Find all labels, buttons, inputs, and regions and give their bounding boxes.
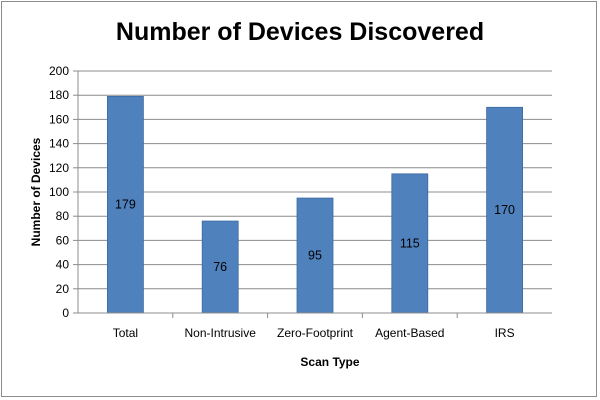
data-label: 115 <box>400 236 420 250</box>
x-axis-title: Scan Type <box>300 355 359 369</box>
chart-title: Number of Devices Discovered <box>116 18 484 46</box>
x-axis-ticks: Total Non-Intrusive Zero-Footprint Agent-Ba… <box>113 313 515 340</box>
y-axis-ticks: 0 20 40 60 80 100 120 140 160 180 200 <box>49 64 78 320</box>
bar-non-intrusive <box>201 220 239 314</box>
y-tick-label: 140 <box>49 137 69 151</box>
data-label: 179 <box>115 198 136 212</box>
data-label: 76 <box>213 260 227 274</box>
x-tick-label: Non-Intrusive <box>185 326 257 340</box>
y-axis-title: Number of Devices <box>29 137 43 246</box>
data-label: 170 <box>494 203 515 217</box>
y-tick-label: 120 <box>49 161 69 175</box>
bars: 179 76 95 115 170 <box>107 96 524 314</box>
bar-total <box>107 96 144 314</box>
y-tick-label: 100 <box>49 185 69 199</box>
y-tick-label: 20 <box>56 282 70 296</box>
gridlines <box>78 70 552 290</box>
y-tick-label: 0 <box>62 306 69 320</box>
x-tick-label: Zero-Footprint <box>277 326 354 340</box>
y-tick-label: 80 <box>56 209 70 223</box>
bar-agent-based <box>391 173 429 314</box>
data-label: 95 <box>308 249 322 263</box>
bar-zero-footprint <box>296 197 334 314</box>
x-tick-label: IRS <box>495 326 515 340</box>
y-tick-label: 200 <box>49 64 69 78</box>
y-tick-label: 180 <box>49 88 69 102</box>
y-tick-label: 160 <box>49 112 69 126</box>
x-tick-label: Agent-Based <box>375 326 444 340</box>
y-tick-label: 60 <box>56 233 70 247</box>
y-tick-label: 40 <box>56 258 70 272</box>
x-tick-label: Total <box>113 326 138 340</box>
